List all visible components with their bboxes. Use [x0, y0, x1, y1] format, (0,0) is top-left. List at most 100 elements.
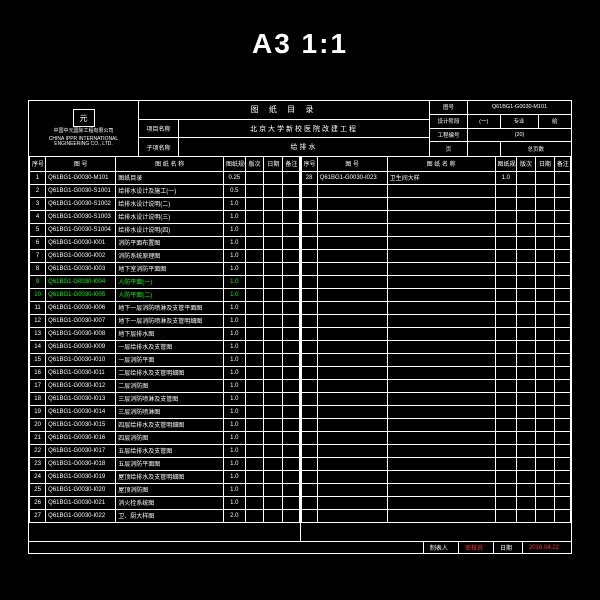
- table-row: [301, 431, 571, 444]
- col-header-note: 备注: [283, 157, 299, 171]
- table-row: [301, 223, 571, 236]
- br-page-value: [468, 142, 501, 156]
- title-block-right: 图号 Q61BG1-G0030-M101 设计阶段 (一) 专业 给 工程编号 …: [429, 101, 571, 156]
- subproject-label: 子项名称: [139, 138, 179, 156]
- table-row: 10Q61BG1-G0030-I005人防平面(二)1.0: [30, 288, 300, 301]
- table-row: [301, 301, 571, 314]
- table-row: 26Q61BG1-G0030-I021消火栓系统图1.0: [30, 496, 300, 509]
- table-row: [301, 340, 571, 353]
- index-table-left: 序号图 号图 纸 名 称图纸规格版次日期备注 1Q61BG1-G0030-M10…: [29, 157, 300, 523]
- br-discipline-label: 专业: [501, 115, 539, 129]
- index-right-column: 序号图 号图 纸 名 称图纸规格版次日期备注 28Q61BG1-G0030-I0…: [300, 157, 572, 541]
- table-row: [301, 418, 571, 431]
- subproject-value: 给排水: [179, 138, 429, 156]
- br-jobno-label: 工程编号: [430, 129, 468, 143]
- table-row: 28Q61BG1-G0030-I023卫生间大样1.0: [301, 171, 571, 184]
- table-row: [301, 236, 571, 249]
- table-row: [301, 366, 571, 379]
- table-row: 13Q61BG1-G0030-I008地下层排水图1.0: [30, 327, 300, 340]
- table-row: [301, 444, 571, 457]
- table-row: [301, 210, 571, 223]
- col-header-ver: 版次: [517, 157, 536, 171]
- footer-strip: 制表人 审核员 日期 2016.04.22: [29, 541, 571, 553]
- footer-preparer-label: 制表人: [423, 542, 454, 553]
- table-row: 11Q61BG1-G0030-I006地下一层消防喷淋及支管平面图1.0: [30, 301, 300, 314]
- table-row: 18Q61BG1-G0030-I013三层消防喷淋及支管图1.0: [30, 392, 300, 405]
- table-row: [301, 470, 571, 483]
- table-row: 15Q61BG1-G0030-I010一层消防平面1.0: [30, 353, 300, 366]
- table-row: [301, 262, 571, 275]
- table-row: [301, 288, 571, 301]
- table-row: [301, 457, 571, 470]
- table-row: 7Q61BG1-G0030-I002消防系统原理图1.0: [30, 249, 300, 262]
- br-jobno-value: (20): [468, 129, 571, 143]
- page-size-label: A3 1:1: [0, 28, 600, 60]
- table-row: 19Q61BG1-G0030-I014三层消防喷淋图1.0: [30, 405, 300, 418]
- table-row: [301, 327, 571, 340]
- title-block-middle: 图 纸 目 录 项目名称 北京大学新校医院改建工程 子项名称 给排水: [139, 101, 429, 156]
- table-row: [301, 184, 571, 197]
- table-row: 14Q61BG1-G0030-I009一层给排水及支管图1.0: [30, 340, 300, 353]
- col-header-seq: 序号: [301, 157, 317, 171]
- footer-date-label: 日期: [493, 542, 518, 553]
- col-header-note: 备注: [554, 157, 570, 171]
- drawing-sheet: 元 中国中元国际工程有限公司 CHINA IPPR INTERNATIONAL …: [28, 100, 572, 554]
- table-row: 21Q61BG1-G0030-I016四层消防图1.0: [30, 431, 300, 444]
- col-header-size: 图纸规格: [224, 157, 246, 171]
- col-header-date: 日期: [264, 157, 283, 171]
- title-block: 元 中国中元国际工程有限公司 CHINA IPPR INTERNATIONAL …: [29, 101, 571, 157]
- table-row: [301, 509, 571, 522]
- table-row: 9Q61BG1-G0030-I004人防平面(一)1.0: [30, 275, 300, 288]
- logo-icon: 元: [73, 109, 95, 127]
- br-stage-label: 设计阶段: [430, 115, 468, 129]
- col-header-name: 图 纸 名 称: [116, 157, 224, 171]
- col-header-ver: 版次: [245, 157, 264, 171]
- table-row: 23Q61BG1-G0030-I018五层消防平面图1.0: [30, 457, 300, 470]
- br-total-pages: 总页数: [501, 142, 572, 156]
- table-row: 12Q61BG1-G0030-I007地下一层消防喷淋及支管明细图1.0: [30, 314, 300, 327]
- company-name-en: CHINA IPPR INTERNATIONAL ENGINEERING CO.…: [31, 137, 136, 148]
- col-header-code: 图 号: [317, 157, 387, 171]
- footer-preparer-value: 审核员: [458, 542, 489, 553]
- table-row: 16Q61BG1-G0030-I011二层给排水及支管明细图1.0: [30, 366, 300, 379]
- table-row: 5Q61BG1-G0030-S1004给排水设计说明(四)1.0: [30, 223, 300, 236]
- table-row: [301, 405, 571, 418]
- table-row: [301, 496, 571, 509]
- sheet-title: 图 纸 目 录: [139, 101, 429, 119]
- table-row: [301, 249, 571, 262]
- table-row: [301, 379, 571, 392]
- br-drawing-no-value: Q61BG1-G0030-M101: [468, 101, 571, 115]
- table-row: 17Q61BG1-G0030-I012二层消防图1.0: [30, 379, 300, 392]
- table-row: 1Q61BG1-G0030-M101图纸目录0.25: [30, 171, 300, 184]
- table-row: [301, 483, 571, 496]
- col-header-date: 日期: [535, 157, 554, 171]
- br-drawing-no-label: 图号: [430, 101, 468, 115]
- table-row: [301, 197, 571, 210]
- col-header-seq: 序号: [30, 157, 46, 171]
- index-table-right: 序号图 号图 纸 名 称图纸规格版次日期备注 28Q61BG1-G0030-I0…: [301, 157, 572, 523]
- table-row: [301, 314, 571, 327]
- br-discipline-value: 给: [539, 115, 572, 129]
- col-header-size: 图纸规格: [495, 157, 517, 171]
- table-row: 4Q61BG1-G0030-S1003给排水设计说明(三)1.0: [30, 210, 300, 223]
- project-label: 项目名称: [139, 120, 179, 138]
- table-row: [301, 392, 571, 405]
- index-left-column: 序号图 号图 纸 名 称图纸规格版次日期备注 1Q61BG1-G0030-M10…: [29, 157, 300, 541]
- br-page-label: 页: [430, 142, 468, 156]
- table-row: [301, 353, 571, 366]
- table-row: 2Q61BG1-G0030-S1001给排水设计及施工(一)0.5: [30, 184, 300, 197]
- table-row: 20Q61BG1-G0030-I015四层给排水及支管明细图1.0: [30, 418, 300, 431]
- table-row: 6Q61BG1-G0030-I001消防平面布置图1.0: [30, 236, 300, 249]
- project-value: 北京大学新校医院改建工程: [179, 120, 429, 138]
- index-body: 序号图 号图 纸 名 称图纸规格版次日期备注 1Q61BG1-G0030-M10…: [29, 157, 571, 541]
- table-row: 25Q61BG1-G0030-I020屋顶消防图1.0: [30, 483, 300, 496]
- br-stage-value: (一): [468, 115, 501, 129]
- table-row: 27Q61BG1-G0030-I022卫、厨大样图2.0: [30, 509, 300, 522]
- table-row: 24Q61BG1-G0030-I019屋顶给排水及支管明细图1.0: [30, 470, 300, 483]
- col-header-code: 图 号: [46, 157, 116, 171]
- col-header-name: 图 纸 名 称: [387, 157, 495, 171]
- company-name-cn: 中国中元国际工程有限公司: [53, 129, 113, 135]
- table-row: 8Q61BG1-G0030-I003地下室消防平面图1.0: [30, 262, 300, 275]
- table-row: 22Q61BG1-G0030-I017五层给排水及支管图1.0: [30, 444, 300, 457]
- company-logo-cell: 元 中国中元国际工程有限公司 CHINA IPPR INTERNATIONAL …: [29, 101, 139, 156]
